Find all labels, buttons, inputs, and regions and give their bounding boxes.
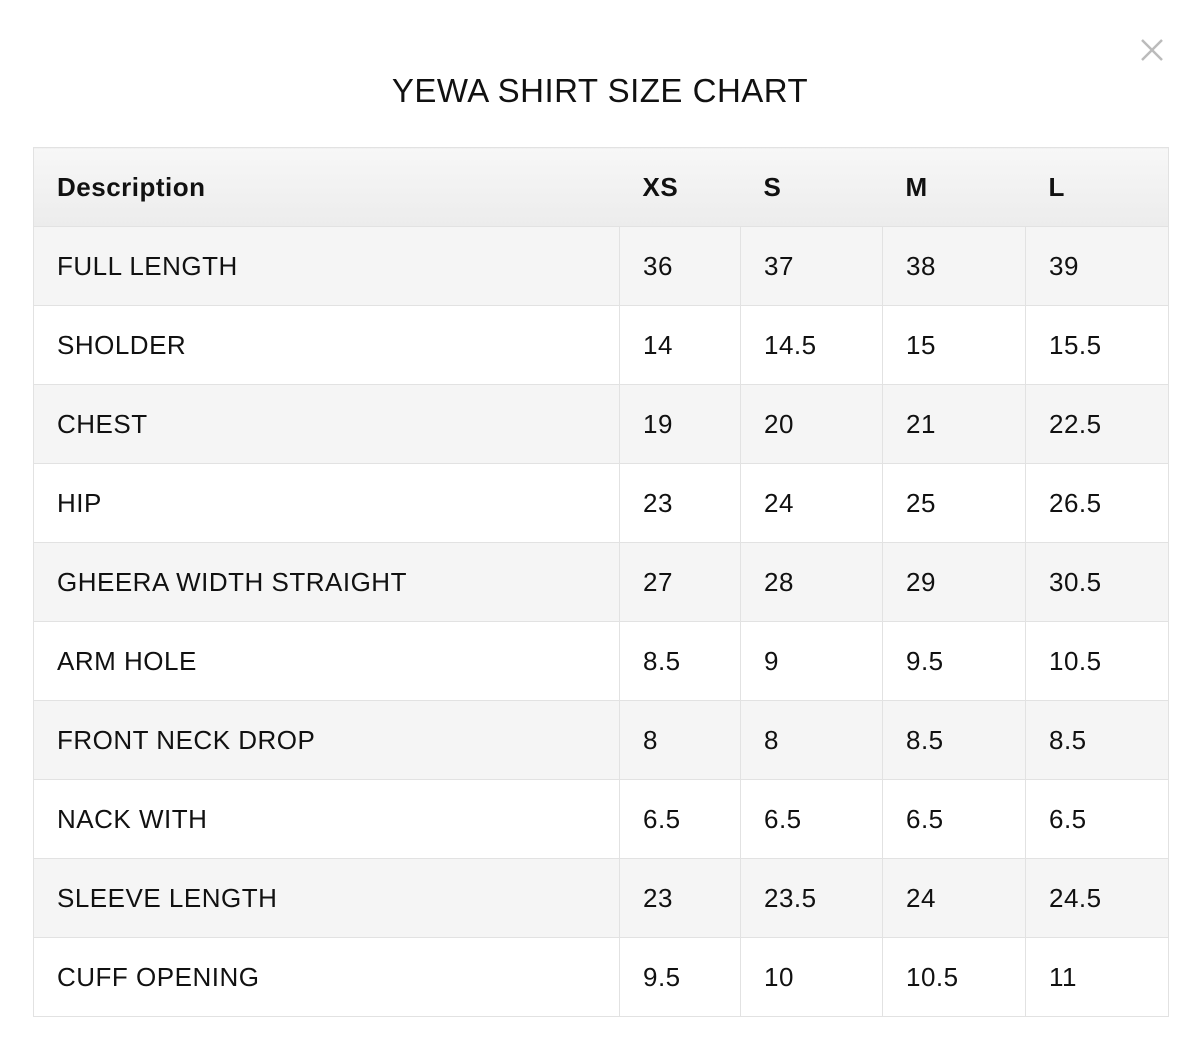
table-row: NACK WITH 6.5 6.5 6.5 6.5 (33, 779, 1169, 859)
size-cell: 19 (619, 384, 741, 464)
size-cell: 30.5 (1025, 542, 1169, 622)
row-label: NACK WITH (33, 779, 620, 859)
size-cell: 8 (619, 700, 741, 780)
row-label: HIP (33, 463, 620, 543)
table-row: FRONT NECK DROP 8 8 8.5 8.5 (33, 700, 1169, 780)
size-cell: 38 (882, 226, 1026, 306)
size-cell: 8.5 (1025, 700, 1169, 780)
table-row: SLEEVE LENGTH 23 23.5 24 24.5 (33, 858, 1169, 938)
size-cell: 25 (882, 463, 1026, 543)
size-cell: 23 (619, 463, 741, 543)
row-label: FRONT NECK DROP (33, 700, 620, 780)
size-cell: 28 (740, 542, 883, 622)
header-cell: Description (33, 147, 620, 227)
size-cell: 8 (740, 700, 883, 780)
size-cell: 6.5 (1025, 779, 1169, 859)
size-cell: 8.5 (619, 621, 741, 701)
table-row: CUFF OPENING 9.5 10 10.5 11 (33, 937, 1169, 1017)
size-cell: 23 (619, 858, 741, 938)
size-cell: 14 (619, 305, 741, 385)
row-label: FULL LENGTH (33, 226, 620, 306)
size-cell: 6.5 (882, 779, 1026, 859)
table-row: GHEERA WIDTH STRAIGHT 27 28 29 30.5 (33, 542, 1169, 622)
header-cell: S (740, 147, 883, 227)
header-cell: L (1025, 147, 1169, 227)
close-button[interactable] (1140, 38, 1164, 62)
row-label: CHEST (33, 384, 620, 464)
row-label: SLEEVE LENGTH (33, 858, 620, 938)
size-cell: 37 (740, 226, 883, 306)
size-cell: 21 (882, 384, 1026, 464)
header-row: Description XS S M L (33, 147, 1169, 227)
size-cell: 15 (882, 305, 1026, 385)
size-cell: 11 (1025, 937, 1169, 1017)
size-cell: 15.5 (1025, 305, 1169, 385)
size-cell: 27 (619, 542, 741, 622)
size-cell: 10.5 (1025, 621, 1169, 701)
row-label: CUFF OPENING (33, 937, 620, 1017)
size-cell: 20 (740, 384, 883, 464)
size-cell: 9.5 (882, 621, 1026, 701)
size-cell: 22.5 (1025, 384, 1169, 464)
size-cell: 9 (740, 621, 883, 701)
row-label: GHEERA WIDTH STRAIGHT (33, 542, 620, 622)
size-cell: 24 (882, 858, 1026, 938)
size-cell: 29 (882, 542, 1026, 622)
table-row: ARM HOLE 8.5 9 9.5 10.5 (33, 621, 1169, 701)
size-cell: 8.5 (882, 700, 1026, 780)
table-row: SHOLDER 14 14.5 15 15.5 (33, 305, 1169, 385)
header-cell: XS (619, 147, 741, 227)
size-cell: 24.5 (1025, 858, 1169, 938)
row-label: ARM HOLE (33, 621, 620, 701)
size-cell: 36 (619, 226, 741, 306)
table-row: FULL LENGTH 36 37 38 39 (33, 226, 1169, 306)
size-cell: 24 (740, 463, 883, 543)
table-row: HIP 23 24 25 26.5 (33, 463, 1169, 543)
row-label: SHOLDER (33, 305, 620, 385)
table-row: CHEST 19 20 21 22.5 (33, 384, 1169, 464)
table-header: Description XS S M L (33, 147, 1169, 227)
size-table: Description XS S M L FULL LENGTH 36 37 38 39 SHOL… (33, 147, 1169, 1017)
size-cell: 6.5 (740, 779, 883, 859)
size-cell: 6.5 (619, 779, 741, 859)
size-cell: 10 (740, 937, 883, 1017)
size-cell: 23.5 (740, 858, 883, 938)
size-cell: 14.5 (740, 305, 883, 385)
size-cell: 26.5 (1025, 463, 1169, 543)
size-cell: 39 (1025, 226, 1169, 306)
size-cell: 9.5 (619, 937, 741, 1017)
modal-title: YEWA SHIRT SIZE CHART (391, 72, 809, 109)
size-cell: 10.5 (882, 937, 1026, 1017)
table-body: FULL LENGTH 36 37 38 39 SHOLDER 14 14.5 15 15.5 CH… (33, 226, 1169, 1017)
header-cell: M (882, 147, 1026, 227)
